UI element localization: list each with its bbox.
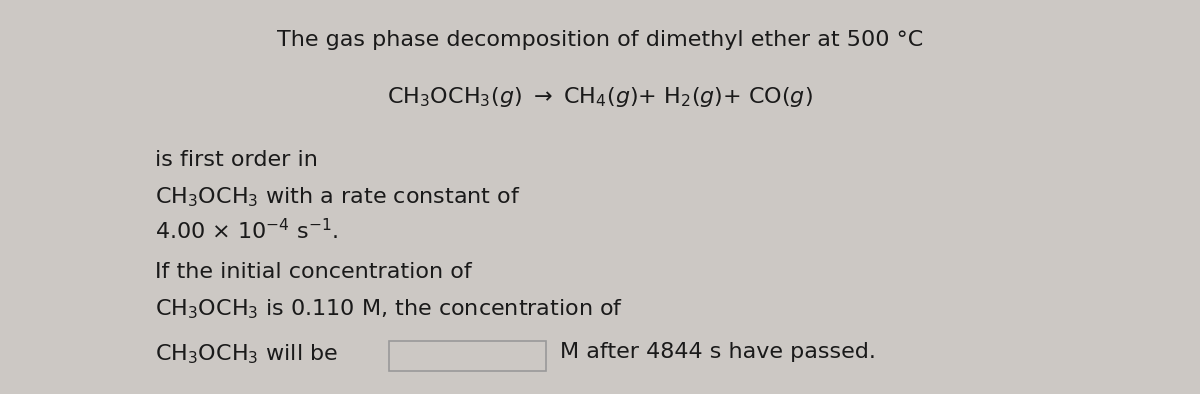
Text: CH$_3$OCH$_3$ will be: CH$_3$OCH$_3$ will be [155,342,338,366]
Text: CH$_3$OCH$_3$($g$) $\rightarrow$ CH$_4$($g$)+ H$_2$($g$)+ CO($g$): CH$_3$OCH$_3$($g$) $\rightarrow$ CH$_4$(… [388,85,812,109]
Text: The gas phase decomposition of dimethyl ether at 500 °C: The gas phase decomposition of dimethyl … [277,30,923,50]
Text: CH$_3$OCH$_3$ with a rate constant of: CH$_3$OCH$_3$ with a rate constant of [155,185,521,208]
FancyBboxPatch shape [389,341,546,371]
Text: CH$_3$OCH$_3$ is 0.110 M, the concentration of: CH$_3$OCH$_3$ is 0.110 M, the concentrat… [155,297,623,321]
Text: If the initial concentration of: If the initial concentration of [155,262,472,282]
Text: M after 4844 s have passed.: M after 4844 s have passed. [560,342,876,362]
Text: 4.00 $\times$ 10$^{-4}$ s$^{-1}$.: 4.00 $\times$ 10$^{-4}$ s$^{-1}$. [155,218,338,243]
Text: is first order in: is first order in [155,150,318,170]
